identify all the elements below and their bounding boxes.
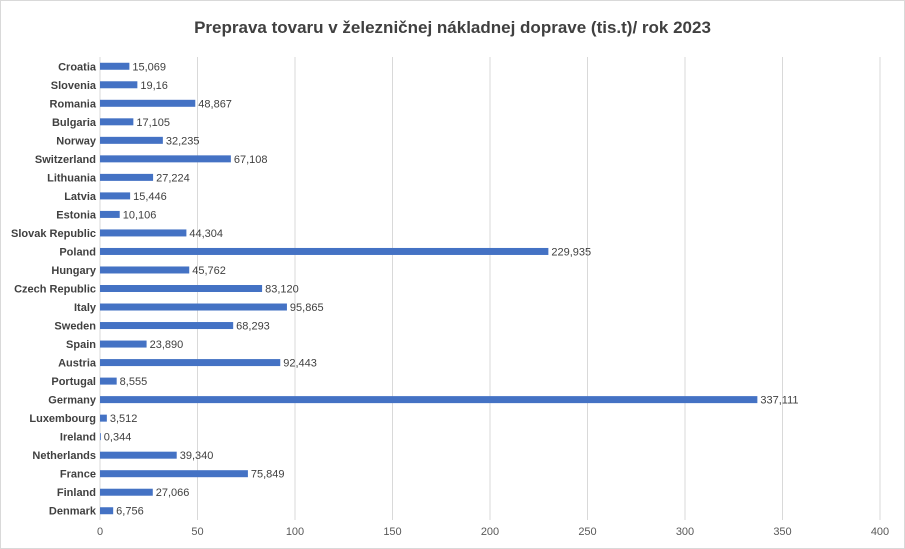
category-label: Czech Republic [14,284,96,296]
category-label: France [60,469,96,481]
value-label: 83,120 [265,284,299,296]
value-label: 27,066 [156,487,190,499]
bar [100,81,138,89]
bar [100,322,234,330]
value-label: 95,865 [290,302,324,314]
value-label: 45,762 [192,265,226,277]
bar [100,192,131,200]
value-label: 27,224 [156,172,190,184]
value-label: 48,867 [198,98,232,110]
bar [100,470,248,478]
bar [100,136,163,144]
bar [100,229,187,237]
x-tick-label: 0 [97,526,103,538]
bar [100,488,153,496]
x-tick-label: 50 [191,526,203,538]
category-label: Austria [58,358,97,370]
bar [100,377,117,385]
category-label: Hungary [51,265,97,277]
x-tick-label: 100 [286,526,304,538]
value-label: 39,340 [180,450,214,462]
category-labels: Croatia Slovenia Romania Bulgaria Norway Swit… [11,61,97,517]
bar [100,210,120,218]
value-label: 67,108 [234,154,268,166]
value-label: 229,935 [551,246,591,258]
value-label: 337,111 [760,395,798,407]
bar [100,266,190,274]
value-label: 32,235 [166,135,200,147]
value-label: 68,293 [236,321,270,333]
bar [100,396,758,404]
value-label: 17,105 [136,117,170,129]
value-label: 75,849 [251,469,285,481]
bar [100,414,107,422]
bar [100,62,130,70]
bar [100,303,287,311]
value-label: 6,756 [116,506,144,518]
bar [100,451,177,459]
bar [100,173,154,181]
value-label: 92,443 [283,358,317,370]
x-tick-label: 200 [481,526,499,538]
bar [100,507,114,515]
category-label: Finland [57,487,96,499]
category-label: Switzerland [35,154,96,166]
bar [100,247,549,255]
value-label: 15,069 [132,61,166,73]
x-tick-label: 250 [578,526,596,538]
x-tick-label: 350 [773,526,791,538]
bar [100,340,147,348]
category-label: Slovenia [51,80,97,92]
value-labels: 15,069 19,16 48,867 17,105 32,235 67,108 27,22… [104,61,799,517]
bar [100,118,134,126]
category-label: Luxembourg [29,413,96,425]
category-label: Latvia [64,191,97,203]
category-label: Bulgaria [52,117,97,129]
value-label: 23,890 [150,339,184,351]
x-tick-label: 400 [871,526,889,538]
category-label: Estonia [56,209,97,221]
bar [100,359,281,367]
category-label: Ireland [60,432,96,444]
category-label: Italy [74,302,97,314]
category-label: Slovak Republic [11,228,96,240]
value-label: 19,16 [140,80,168,92]
value-label: 10,106 [123,209,157,221]
category-label: Romania [50,98,97,110]
category-label: Sweden [54,321,96,333]
category-label: Norway [56,135,97,147]
category-label: Germany [48,395,97,407]
x-axis-ticks: 0 50 100 150 200 250 300 350 400 [97,526,889,538]
value-label: 0,344 [104,432,132,444]
category-label: Poland [59,246,96,258]
value-label: 8,555 [120,376,148,388]
bar [100,99,196,107]
category-label: Lithuania [47,172,97,184]
gridlines [99,57,881,520]
bar [100,433,101,441]
category-label: Portugal [51,376,96,388]
value-label: 15,446 [133,191,167,203]
category-label: Netherlands [32,450,96,462]
bar [100,155,231,163]
category-label: Denmark [49,506,97,518]
category-label: Croatia [58,61,97,73]
value-label: 44,304 [189,228,223,240]
x-tick-label: 300 [676,526,694,538]
bar [100,285,263,292]
bars [100,62,758,515]
category-label: Spain [66,339,96,351]
x-tick-label: 150 [383,526,401,538]
chart-title: Preprava tovaru v železničnej nákladnej … [194,18,711,37]
value-label: 3,512 [110,413,138,425]
